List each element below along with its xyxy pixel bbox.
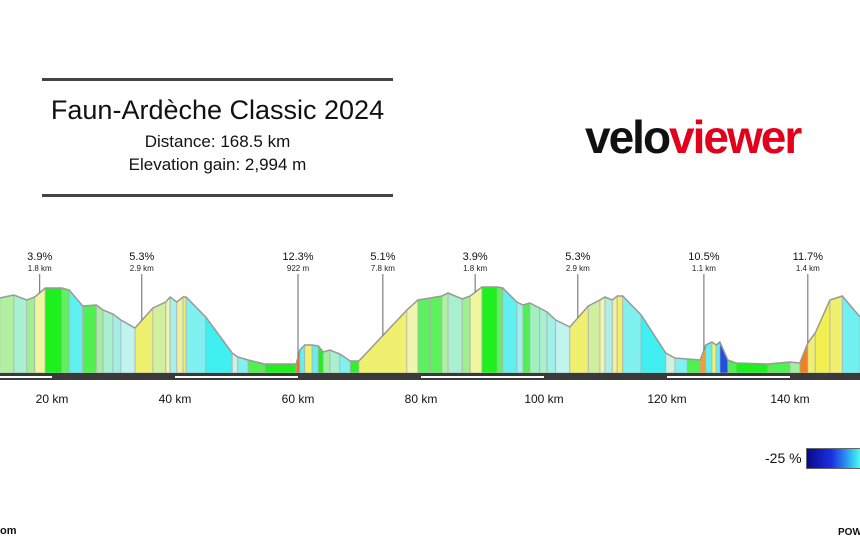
- gradient-legend-bar: [806, 448, 860, 469]
- profile-segment: [539, 307, 548, 374]
- profile-segment: [447, 292, 463, 374]
- climb-gradient-label: 11.7%: [793, 251, 824, 263]
- distance-bar-stripe: [175, 376, 298, 378]
- climb-gradient-label: 10.5%: [688, 251, 719, 263]
- distance-bar-stripe: [421, 376, 544, 378]
- profile-segment: [417, 297, 431, 374]
- climb-gradient-label: 12.3%: [282, 251, 313, 263]
- climb-length-label: 2.9 km: [566, 264, 590, 273]
- climb-gradient-label: 3.9%: [27, 251, 52, 263]
- profile-segment: [120, 319, 136, 374]
- footer-right-text: POW: [838, 527, 860, 538]
- profile-segment: [176, 296, 184, 374]
- profile-segment: [82, 304, 97, 374]
- profile-segment: [715, 341, 721, 374]
- climb-length-label: 1.4 km: [796, 264, 820, 273]
- profile-segment: [522, 302, 531, 374]
- profile-segment: [205, 315, 233, 374]
- footer-left-text: om: [0, 525, 17, 537]
- climb-gradient-label: 5.3%: [565, 251, 590, 263]
- climb-length-label: 7.8 km: [371, 264, 395, 273]
- profile-segment: [264, 363, 297, 374]
- elevation-gain-text: Elevation gain: 2,994 m: [128, 155, 307, 174]
- veloviewer-logo: veloviewer: [585, 111, 802, 163]
- climb-gradient-label: 3.9%: [463, 251, 488, 263]
- climb-gradient-label: 5.3%: [129, 251, 154, 263]
- distance-bar-stripe: [0, 376, 52, 378]
- x-tick-label: 60 km: [282, 392, 315, 406]
- x-tick-label: 20 km: [36, 392, 69, 406]
- profile-segment: [599, 296, 606, 374]
- profile-segment: [814, 299, 831, 374]
- profile-segment: [61, 287, 70, 374]
- profile-segment: [481, 286, 498, 374]
- profile-segment: [674, 357, 688, 374]
- profile-segment: [304, 344, 313, 374]
- profile-segment: [406, 299, 419, 374]
- climb-length-label: 1.8 km: [463, 264, 487, 273]
- profile-segment: [185, 296, 207, 374]
- profile-segment: [611, 295, 618, 374]
- title-rule-top: [42, 78, 393, 81]
- x-tick-label: 80 km: [405, 392, 438, 406]
- profile-segment: [34, 287, 46, 374]
- elevation-profile-chart: 20 km 40 km 60 km 80 km 100 km 120 km 140 km 3.…: [0, 251, 860, 406]
- distance-bar-stripe: [667, 376, 790, 378]
- profile-segment: [311, 344, 319, 374]
- profile-segment: [587, 299, 601, 374]
- profile-segment: [0, 294, 15, 374]
- profile-segment: [604, 296, 613, 374]
- profile-segment: [165, 295, 171, 374]
- profile-segment: [496, 286, 504, 374]
- profile-segment: [516, 301, 524, 374]
- x-tick-label: 100 km: [524, 392, 563, 406]
- profile-outline: [0, 286, 860, 365]
- x-tick-label: 140 km: [770, 392, 809, 406]
- x-tick-label: 40 km: [159, 392, 192, 406]
- page-title: Faun-Ardèche Classic 2024: [50, 95, 385, 125]
- profile-segment: [429, 295, 443, 374]
- profile-segment: [705, 341, 713, 374]
- profile-segment: [789, 361, 801, 374]
- profile-segment: [182, 296, 187, 374]
- climb-length-label: 1.8 km: [28, 264, 52, 273]
- profile-segment: [441, 292, 449, 374]
- profile-segment: [469, 286, 483, 374]
- distance-text: Distance: 168.5 km: [144, 132, 291, 151]
- profile-segment: [546, 311, 557, 374]
- profile-segment: [622, 295, 642, 374]
- profile-segment: [95, 304, 104, 374]
- climb-length-label: 922 m: [287, 264, 310, 273]
- profile-segment: [829, 295, 843, 374]
- profile-segment: [112, 313, 122, 374]
- profile-segment: [26, 296, 36, 374]
- x-tick-label: 120 km: [647, 392, 686, 406]
- profile-segment: [461, 295, 471, 374]
- profile-segment: [711, 341, 717, 374]
- profile-segment: [322, 349, 331, 374]
- profile-segment: [102, 309, 114, 374]
- title-rule-bottom: [42, 194, 393, 197]
- profile-segment: [616, 295, 624, 374]
- climb-gradient-label: 5.1%: [370, 251, 395, 263]
- profile-segment: [349, 360, 360, 374]
- profile-segment: [13, 294, 28, 374]
- legend-min-label: -25 %: [765, 450, 802, 466]
- profile-segment: [555, 319, 571, 374]
- profile-segment: [529, 302, 541, 374]
- climb-length-label: 2.9 km: [130, 264, 154, 273]
- climb-length-label: 1.1 km: [692, 264, 716, 273]
- profile-segment: [44, 287, 63, 374]
- profile-segment: [152, 301, 167, 374]
- profile-segment: [640, 313, 667, 374]
- profile-segment: [169, 296, 178, 374]
- profile-segment: [686, 358, 701, 374]
